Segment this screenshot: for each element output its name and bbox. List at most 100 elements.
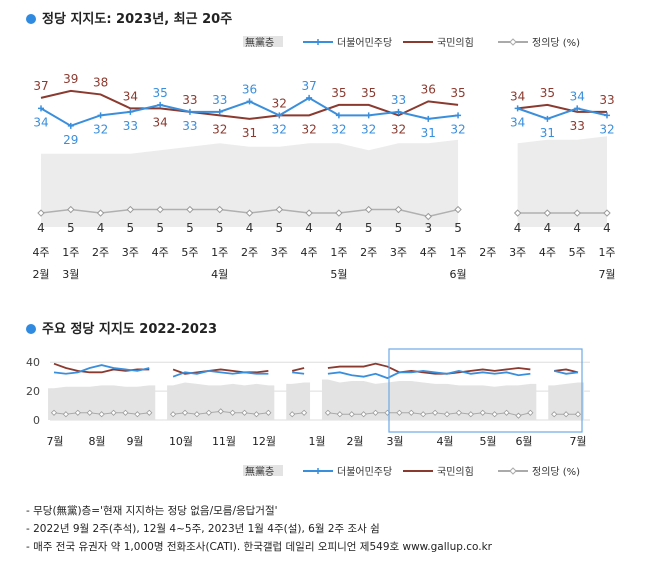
justice-point <box>96 209 105 217</box>
justice-point <box>253 411 260 418</box>
bullet-dot-icon <box>26 14 36 24</box>
ppp-line <box>40 89 459 120</box>
month-tick-label: 2월 <box>32 268 49 281</box>
justice-point <box>98 411 105 418</box>
legend-diamond-marker-icon <box>509 467 517 475</box>
week-tick-label: 3주 <box>509 246 526 259</box>
week-tick-label: 4주 <box>420 246 437 259</box>
dp-value-label: 37 <box>301 79 316 93</box>
justice-value-label: 3 <box>424 221 432 235</box>
ppp-value-label: 35 <box>540 86 555 100</box>
justice-point <box>364 205 373 214</box>
justice-point <box>515 412 522 419</box>
dp-value-label: 35 <box>153 86 168 100</box>
dp-point <box>514 105 521 112</box>
legend-label: 정의당 (%) <box>532 37 580 49</box>
footnotes: - 무당(無黨)층='현재 지지하는 정당 없음/모름/응답거절' - 2022… <box>26 502 492 556</box>
dp-value-label: 33 <box>391 93 406 107</box>
ppp-value-label: 34 <box>510 89 525 103</box>
ppp-value-label: 38 <box>93 75 108 89</box>
dp-point <box>425 115 432 122</box>
justice-value-label: 5 <box>186 221 194 235</box>
month-tick-label: 5월 <box>479 435 496 448</box>
month-tick-label: 8월 <box>88 435 105 448</box>
week-tick-label: 1주 <box>598 246 615 259</box>
justice-point <box>134 411 141 418</box>
justice-value-label: 4 <box>514 221 522 235</box>
dp-value-label: 32 <box>599 122 614 136</box>
justice-value-label: 5 <box>454 221 462 235</box>
legend-swatch-nonparty <box>243 36 283 47</box>
dp-line <box>53 364 150 375</box>
dp-point <box>395 108 402 115</box>
justice-point <box>573 209 581 217</box>
ppp-value-label: 31 <box>242 126 257 140</box>
ppp-value-label: 32 <box>212 122 227 136</box>
dp-point <box>38 105 44 112</box>
justice-point <box>170 411 177 418</box>
justice-point <box>241 409 248 416</box>
ppp-line <box>291 367 305 372</box>
justice-value-label: 5 <box>67 221 75 235</box>
legend-plus-marker-icon <box>315 39 321 45</box>
dp-value-label: 32 <box>331 122 346 136</box>
nonparty-area <box>41 139 459 227</box>
justice-value-label: 4 <box>37 221 45 235</box>
dp-point <box>127 108 134 115</box>
dp-value-label: 31 <box>540 126 555 140</box>
chart1-legend: 無黨층 더불어민주당 국민의힘 정의당 (%) <box>243 36 580 49</box>
month-tick-label: 2월 <box>346 435 363 448</box>
justice-value-label: 5 <box>395 221 403 235</box>
justice-point <box>527 409 534 416</box>
justice-value-label: 5 <box>365 221 373 235</box>
nonparty-area <box>167 382 275 420</box>
month-tick-label: 7월 <box>569 435 586 448</box>
month-tick-label: 1월 <box>308 435 325 448</box>
week-tick-label: 3주 <box>271 246 288 259</box>
dp-point <box>455 112 462 119</box>
month-tick-label: 10월 <box>169 435 193 448</box>
ppp-value-label: 33 <box>599 93 614 107</box>
dp-point <box>365 112 372 119</box>
justice-point <box>420 411 427 418</box>
month-tick-label: 5월 <box>330 268 347 281</box>
ppp-value-label: 34 <box>123 89 138 103</box>
footnote-3: - 매주 전국 유권자 약 1,000명 전화조사(CATI). 한국갤럽 데일… <box>26 541 492 553</box>
chart2-axis: 7월 8월 9월 10월 11월 12월 1월 2월 3월 4월 5월 6월 7월 <box>46 435 586 448</box>
legend-label: 더불어민주당 <box>337 466 392 478</box>
month-tick-label: 11월 <box>212 435 236 448</box>
justice-point <box>335 209 343 217</box>
justice-value-label: 5 <box>156 221 164 235</box>
legend-swatch-nonparty <box>243 465 283 476</box>
dp-point <box>186 108 193 115</box>
y-tick-label: 40 <box>26 356 40 369</box>
month-tick-label: 6월 <box>515 435 532 448</box>
justice-point <box>551 411 558 418</box>
justice-point <box>324 409 331 416</box>
week-tick-label: 4주 <box>152 246 169 259</box>
week-tick-label: 2주 <box>241 246 258 259</box>
week-tick-label: 1주 <box>211 246 228 259</box>
dp-point <box>574 105 581 112</box>
dp-point <box>216 108 223 115</box>
dp-value-label: 32 <box>450 122 465 136</box>
chart2-title-text: 주요 정당 지지도 2022-2023 <box>42 322 218 337</box>
justice-point <box>372 409 379 416</box>
chart2-title: 주요 정당 지지도 2022-2023 <box>26 318 217 337</box>
footnote-1: - 무당(無黨)층='현재 지지하는 정당 없음/모름/응답거절' <box>26 505 278 517</box>
justice-point <box>74 409 81 416</box>
legend-label: 국민의힘 <box>437 466 474 478</box>
dp-point <box>157 101 164 108</box>
month-tick-label: 3월 <box>386 435 403 448</box>
justice-point <box>86 409 93 416</box>
nonparty-area <box>48 385 156 420</box>
dp-value-label: 34 <box>510 115 525 129</box>
legend-label: 無黨층 <box>245 465 274 478</box>
justice-point <box>50 409 58 416</box>
legend-label: 국민의힘 <box>437 37 474 49</box>
justice-point <box>336 411 343 418</box>
dp-value-label: 29 <box>63 133 78 147</box>
justice-point <box>443 411 451 418</box>
justice-value-label: 4 <box>603 221 611 235</box>
